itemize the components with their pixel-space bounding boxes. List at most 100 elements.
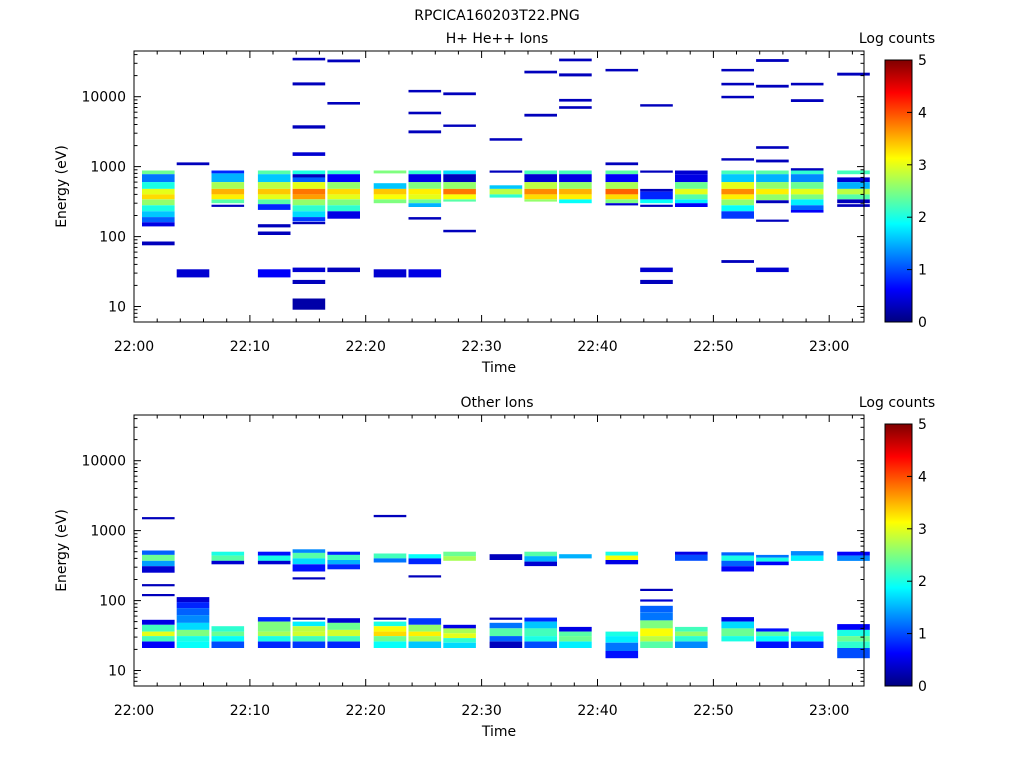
heatmap-cell — [211, 560, 245, 565]
heatmap-cell — [257, 617, 291, 622]
heatmap-cell — [524, 182, 557, 189]
heatmap-cell — [605, 162, 639, 166]
heatmap-cell — [605, 651, 639, 659]
heatmap-cell — [327, 267, 360, 273]
heatmap-cell — [559, 641, 592, 648]
heatmap-cell — [142, 584, 175, 587]
heatmap-cell — [640, 588, 673, 591]
heatmap-cell — [211, 626, 245, 632]
heatmap-cell — [675, 174, 708, 183]
x-tick-label: 22:10 — [230, 703, 270, 719]
heatmap-cell — [211, 199, 245, 204]
heatmap-cell — [756, 641, 789, 648]
heatmap-cell — [675, 194, 708, 200]
heatmap-cell — [524, 628, 557, 637]
heatmap-cell — [408, 631, 442, 637]
plot-frame — [133, 414, 865, 687]
heatmap-cell — [142, 170, 175, 175]
heatmap-cell — [721, 199, 754, 206]
heatmap-cell — [559, 182, 592, 189]
heatmap-cell — [640, 620, 673, 629]
heatmap-cell — [142, 199, 175, 206]
heatmap-cell — [443, 188, 476, 195]
heatmap-cell — [292, 279, 326, 284]
heatmap-cell — [408, 203, 442, 207]
heatmap-cell — [790, 205, 824, 210]
heatmap-cell — [756, 159, 789, 163]
colorbar-tick-label: 4 — [918, 105, 927, 121]
heatmap-cell — [489, 185, 523, 189]
colorbar-tick-label: 1 — [918, 627, 927, 643]
heatmap-cell — [327, 194, 360, 200]
heatmap-cell — [443, 170, 476, 175]
heatmap-cell — [721, 211, 754, 219]
heatmap-cell — [675, 182, 708, 189]
figure-title: RPCICA160203T22.PNG — [414, 8, 579, 24]
heatmap-cell — [489, 636, 523, 642]
colorbar-tick-label: 3 — [918, 158, 927, 174]
heatmap-cell — [489, 188, 523, 195]
heatmap-cell — [756, 557, 789, 562]
heatmap-cell — [292, 211, 326, 218]
heatmap-cell — [408, 636, 442, 642]
heatmap-cell — [489, 628, 523, 637]
heatmap-cell — [790, 174, 824, 183]
heatmap-cell — [559, 73, 592, 77]
heatmap-cell — [327, 174, 360, 183]
heatmap-cell — [675, 199, 708, 204]
heatmap-cell — [142, 188, 175, 195]
heatmap-cell — [142, 222, 175, 227]
heatmap-cell — [142, 566, 175, 573]
heatmap-cell — [142, 211, 175, 218]
heatmap-cell — [292, 564, 326, 572]
heatmap-cell — [373, 183, 407, 189]
heatmap-cell — [257, 199, 291, 205]
heatmap-cell — [257, 641, 291, 648]
heatmap-cell — [142, 636, 175, 642]
colorbar-tick-label: 1 — [918, 263, 927, 279]
heatmap-cell — [211, 641, 245, 648]
heatmap-cell — [443, 194, 476, 200]
heatmap-cell — [292, 199, 326, 206]
heatmap-cell — [524, 170, 557, 175]
heatmap-cell — [142, 641, 175, 648]
heatmap-cell — [605, 182, 639, 189]
heatmap-cell — [489, 622, 523, 629]
heatmap-cell — [756, 84, 789, 88]
heatmap-cell — [408, 111, 442, 115]
heatmap-cell — [524, 561, 557, 567]
x-tick-label: 22:00 — [114, 339, 154, 355]
heatmap-cell — [257, 170, 291, 175]
heatmap-cell — [327, 629, 360, 637]
heatmap-cell — [292, 170, 326, 175]
heatmap-cell — [640, 170, 673, 173]
colorbar-label: Log counts — [859, 395, 935, 411]
heatmap-cell — [408, 558, 442, 565]
heatmap-cell — [721, 188, 754, 195]
heatmap-cell — [292, 267, 326, 273]
x-axis-label: Time — [481, 360, 516, 376]
heatmap-cell — [443, 174, 476, 183]
heatmap-cell — [837, 204, 870, 207]
heatmap-cell — [756, 631, 789, 637]
x-tick-label: 22:00 — [114, 703, 154, 719]
heatmap-cell — [373, 621, 407, 627]
heatmap-cell — [373, 188, 407, 195]
heatmap-cell — [605, 199, 639, 204]
heatmap-cell — [605, 631, 639, 637]
heatmap-cell — [257, 194, 291, 200]
heatmap-cell — [756, 59, 789, 62]
heatmap-cell — [292, 182, 326, 189]
heatmap-cell — [408, 194, 442, 200]
heatmap-cell — [605, 551, 639, 556]
colorbar-tick-label: 0 — [918, 315, 927, 331]
heatmap-cell — [524, 199, 557, 202]
heatmap-cell — [373, 269, 407, 278]
heatmap-cell — [721, 552, 754, 556]
heatmap-cell — [176, 162, 210, 166]
y-tick-label: 10 — [108, 664, 126, 680]
heatmap-cell — [559, 174, 592, 183]
heatmap-cell — [524, 194, 557, 200]
heatmap-cell — [211, 194, 245, 200]
heatmap-cell — [373, 617, 407, 620]
